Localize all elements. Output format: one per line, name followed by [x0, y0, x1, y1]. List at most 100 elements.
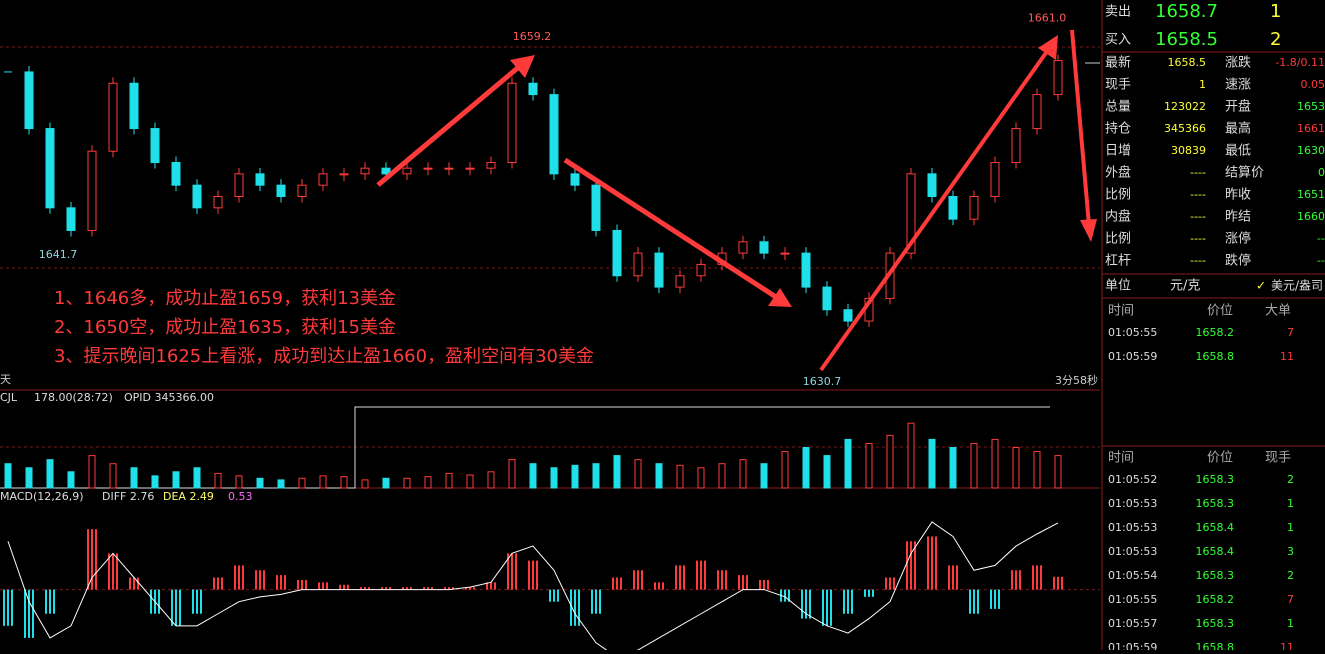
cell: 元/克 [1170, 279, 1200, 294]
cell: 涨停 [1225, 231, 1251, 247]
candle [319, 174, 327, 185]
cell: ---- [1190, 166, 1206, 179]
candle [634, 253, 642, 276]
volume-bar [446, 473, 452, 488]
cell: 2 [1270, 29, 1281, 50]
candle [256, 174, 264, 185]
volume-bar [131, 468, 137, 488]
volume-bar [152, 476, 158, 488]
cell: 1660 [1297, 210, 1325, 223]
cell: 总量 [1105, 100, 1131, 115]
cell: 昨结 [1225, 210, 1251, 225]
cell: 1 [1287, 617, 1294, 630]
candle [172, 163, 180, 186]
price-label: 1630.7 [803, 375, 842, 388]
candle [655, 253, 663, 287]
candle [550, 95, 558, 174]
cell: 最新 [1105, 55, 1131, 71]
cell: 1658.4 [1196, 545, 1235, 558]
cell: 1658.7 [1155, 1, 1218, 22]
volume-bar [194, 468, 200, 488]
cell: 最高 [1225, 121, 1251, 137]
volume-bar [26, 468, 32, 488]
cell: 01:05:53 [1108, 497, 1157, 510]
volume-bar [89, 456, 95, 488]
checkmark: ✓ [1256, 279, 1266, 293]
cell: -- [1317, 232, 1325, 245]
candle [445, 168, 453, 169]
volume-bar [971, 443, 977, 488]
candle [193, 185, 201, 208]
volume-bar [677, 465, 683, 488]
candle [340, 174, 348, 175]
cell: 1630 [1297, 144, 1325, 157]
volume-bar [824, 456, 830, 488]
cell: 现手 [1105, 78, 1131, 93]
cell: 1658.8 [1196, 350, 1235, 363]
cell: 01:05:55 [1108, 593, 1157, 606]
volume-bar [866, 443, 872, 488]
cell: 1 [1287, 497, 1294, 510]
cell: 时间 [1108, 304, 1134, 319]
cell: 01:05:53 [1108, 545, 1157, 558]
cell: 01:05:59 [1108, 641, 1157, 650]
cell: 1651 [1297, 188, 1325, 201]
volume-bar [698, 468, 704, 488]
volume-bar [908, 423, 914, 488]
cell: 2 [1287, 473, 1294, 486]
candle [277, 185, 285, 196]
cell: 时间 [1108, 451, 1134, 466]
candle [592, 185, 600, 230]
price-label: 1641.7 [39, 248, 78, 261]
cell: 1658.3 [1196, 473, 1235, 486]
time-label: 3分58秒 [1055, 373, 1098, 387]
candle [67, 208, 75, 231]
volume-bar [236, 476, 242, 488]
candle [1033, 95, 1041, 129]
cell: 跌停 [1225, 253, 1251, 269]
cell: 买入 [1105, 33, 1131, 48]
cell: 昨收 [1225, 188, 1251, 203]
volume-bar [404, 478, 410, 488]
cell: 01:05:59 [1108, 350, 1157, 363]
indicator-title: MACD(12,26,9) [0, 490, 84, 503]
volume-bar [299, 478, 305, 488]
cell: 涨跌 [1225, 55, 1251, 71]
cell: 1 [1270, 1, 1281, 22]
volume-bar [656, 464, 662, 488]
volume-bar [950, 448, 956, 489]
volume-bar [110, 464, 116, 488]
cell: 日增 [1105, 144, 1131, 159]
price-label: 1661.0 [1028, 12, 1067, 25]
cell: 比例 [1105, 232, 1131, 247]
volume-bar [530, 464, 536, 488]
volume-bar [47, 460, 53, 488]
candle [760, 242, 768, 253]
cell: 01:05:52 [1108, 473, 1157, 486]
time-label: 天 [0, 373, 11, 386]
indicator-value: OPID 345366.00 [124, 391, 214, 404]
candle [823, 287, 831, 310]
cell: 3 [1287, 545, 1294, 558]
cell: 2 [1287, 569, 1294, 582]
cell: 11 [1280, 350, 1294, 363]
cell: 1658.4 [1196, 521, 1235, 534]
cell: 价位 [1207, 304, 1233, 319]
candle [298, 185, 306, 196]
cell: 持仓 [1105, 122, 1131, 137]
volume-bar [257, 478, 263, 488]
candle [25, 72, 33, 129]
candle [739, 242, 747, 253]
volume-bar [362, 480, 368, 488]
candle [781, 253, 789, 254]
cell: 1653 [1297, 100, 1325, 113]
annotation: 2、1650空，成功止盈1635，获利15美金 [54, 317, 396, 338]
volume-bar [572, 465, 578, 488]
volume-bar [887, 435, 893, 488]
cell: 外盘 [1105, 165, 1131, 181]
volume-bar [509, 460, 515, 488]
cell: 杠杆 [1105, 253, 1131, 269]
candle [928, 174, 936, 197]
cell: ---- [1190, 188, 1206, 201]
